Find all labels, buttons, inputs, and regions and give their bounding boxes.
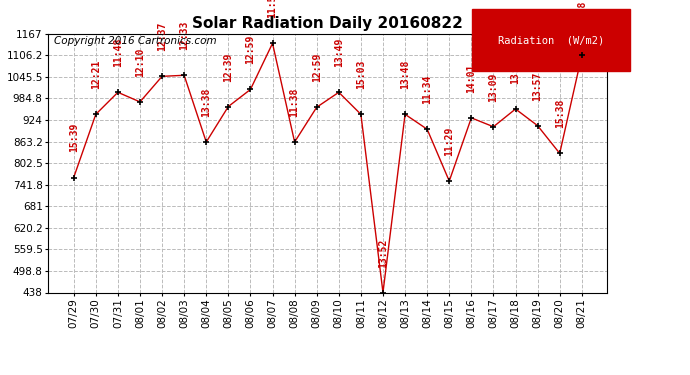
Text: 12:33: 12:33 [179,21,189,50]
Text: 12:39: 12:39 [224,52,233,81]
Text: 15:03: 15:03 [356,60,366,89]
Text: 12:59: 12:59 [246,35,255,64]
Title: Solar Radiation Daily 20160822: Solar Radiation Daily 20160822 [193,16,463,31]
Text: 13:52: 13:52 [378,238,388,267]
Text: 11:29: 11:29 [444,127,454,156]
Text: 15:38: 15:38 [555,99,564,128]
Text: Radiation  (W/m2): Radiation (W/m2) [498,35,604,45]
Text: 15:39: 15:39 [69,123,79,153]
Text: 12:21: 12:21 [91,60,101,89]
Text: Copyright 2016 Cartronics.com: Copyright 2016 Cartronics.com [54,36,217,46]
Text: 12:10: 12:10 [135,48,145,77]
Text: 12:37: 12:37 [157,22,167,51]
Text: 13:57: 13:57 [533,71,542,100]
Text: 11:57: 11:57 [268,0,277,18]
Text: 11:38: 11:38 [290,88,299,117]
Text: 14:01: 14:01 [466,63,476,93]
Text: 11:48: 11:48 [113,38,123,68]
Text: 13:49: 13:49 [334,38,344,68]
Text: 11:34: 11:34 [422,75,432,104]
Text: 13:09: 13:09 [489,72,498,102]
Text: 13:38: 13:38 [201,88,211,117]
Text: 12:59: 12:59 [312,53,322,82]
Text: 12:38: 12:38 [577,1,586,30]
Text: 13:48: 13:48 [400,60,410,89]
Text: 13:02: 13:02 [511,55,520,84]
